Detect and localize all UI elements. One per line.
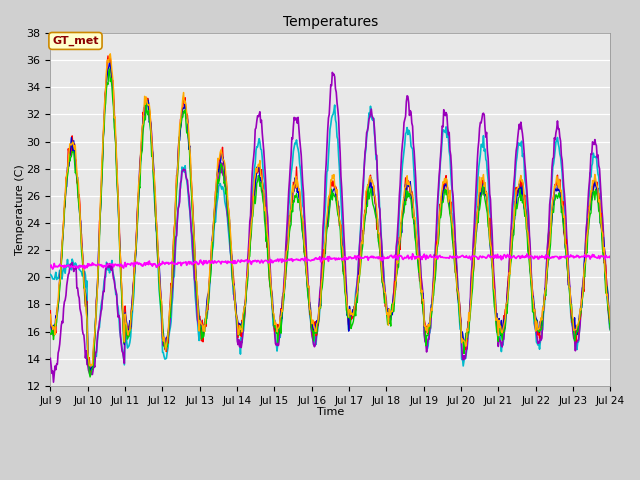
NR01_PRT — [106, 51, 114, 57]
li75_t — [202, 323, 209, 329]
TC Prof A -32cm — [172, 261, 180, 267]
li77_temp — [607, 327, 614, 333]
TC Prof A -32cm — [607, 255, 614, 261]
Line: NR01_PRT: NR01_PRT — [51, 54, 611, 366]
PanelT — [173, 172, 180, 178]
Line: li75_t: li75_t — [51, 72, 611, 382]
NR01_PRT — [417, 276, 424, 282]
NR01_PRT — [173, 176, 180, 182]
AirT — [86, 374, 94, 380]
li77_temp — [202, 315, 210, 321]
Line: TC Prof A -32cm: TC Prof A -32cm — [51, 254, 611, 269]
NR01_PRT — [47, 312, 54, 317]
li75_t — [417, 261, 424, 266]
AirT — [202, 321, 210, 326]
Line: AM25T_PRT: AM25T_PRT — [51, 61, 611, 370]
AirT — [116, 248, 124, 253]
AM25T_PRT — [173, 182, 180, 188]
AirT — [173, 190, 180, 195]
li77_temp — [400, 148, 408, 154]
AirT — [47, 331, 54, 337]
li75_t — [172, 234, 180, 240]
li75_t — [328, 70, 336, 75]
Line: AirT: AirT — [51, 69, 611, 377]
li77_temp — [57, 271, 65, 277]
NR01_PRT — [400, 194, 408, 200]
NR01_PRT — [202, 309, 210, 314]
PanelT — [87, 369, 95, 374]
TC Prof A -32cm — [58, 264, 65, 269]
li77_temp — [144, 96, 152, 102]
li77_temp — [173, 231, 180, 237]
Line: PanelT: PanelT — [51, 56, 611, 372]
NR01_PRT — [607, 320, 614, 325]
TC Prof A -32cm — [409, 251, 417, 257]
PanelT — [116, 236, 124, 241]
li75_t — [50, 379, 58, 385]
li75_t — [47, 356, 54, 361]
TC Prof A -32cm — [399, 257, 407, 263]
li75_t — [58, 323, 65, 328]
PanelT — [47, 308, 54, 313]
AM25T_PRT — [607, 321, 614, 326]
li77_temp — [115, 313, 123, 319]
TC Prof A -32cm — [49, 266, 56, 272]
AM25T_PRT — [202, 309, 210, 315]
Line: li77_temp: li77_temp — [51, 99, 611, 373]
NR01_PRT — [116, 243, 124, 249]
Y-axis label: Temperature (C): Temperature (C) — [15, 164, 25, 255]
PanelT — [607, 312, 614, 317]
TC Prof A -32cm — [202, 258, 209, 264]
AirT — [607, 327, 614, 333]
li75_t — [115, 312, 123, 318]
PanelT — [417, 276, 424, 281]
PanelT — [400, 198, 408, 204]
li75_t — [400, 120, 408, 126]
AirT — [106, 66, 113, 72]
AirT — [57, 275, 65, 281]
AM25T_PRT — [116, 239, 124, 244]
AirT — [417, 284, 424, 290]
li75_t — [607, 326, 614, 332]
AM25T_PRT — [57, 271, 65, 276]
AM25T_PRT — [47, 322, 54, 328]
li77_temp — [417, 264, 424, 269]
li77_temp — [87, 371, 95, 376]
PanelT — [202, 324, 210, 329]
TC Prof A -32cm — [115, 263, 123, 268]
li77_temp — [47, 272, 54, 277]
X-axis label: Time: Time — [317, 407, 344, 417]
TC Prof A -32cm — [47, 264, 54, 270]
AM25T_PRT — [417, 278, 424, 284]
AM25T_PRT — [400, 195, 408, 201]
NR01_PRT — [57, 275, 65, 280]
AM25T_PRT — [87, 367, 95, 373]
PanelT — [57, 269, 65, 275]
PanelT — [104, 53, 112, 59]
Text: GT_met: GT_met — [52, 36, 99, 46]
AirT — [400, 209, 408, 215]
Title: Temperatures: Temperatures — [283, 15, 378, 29]
TC Prof A -32cm — [417, 255, 424, 261]
NR01_PRT — [86, 363, 94, 369]
AM25T_PRT — [106, 59, 113, 64]
